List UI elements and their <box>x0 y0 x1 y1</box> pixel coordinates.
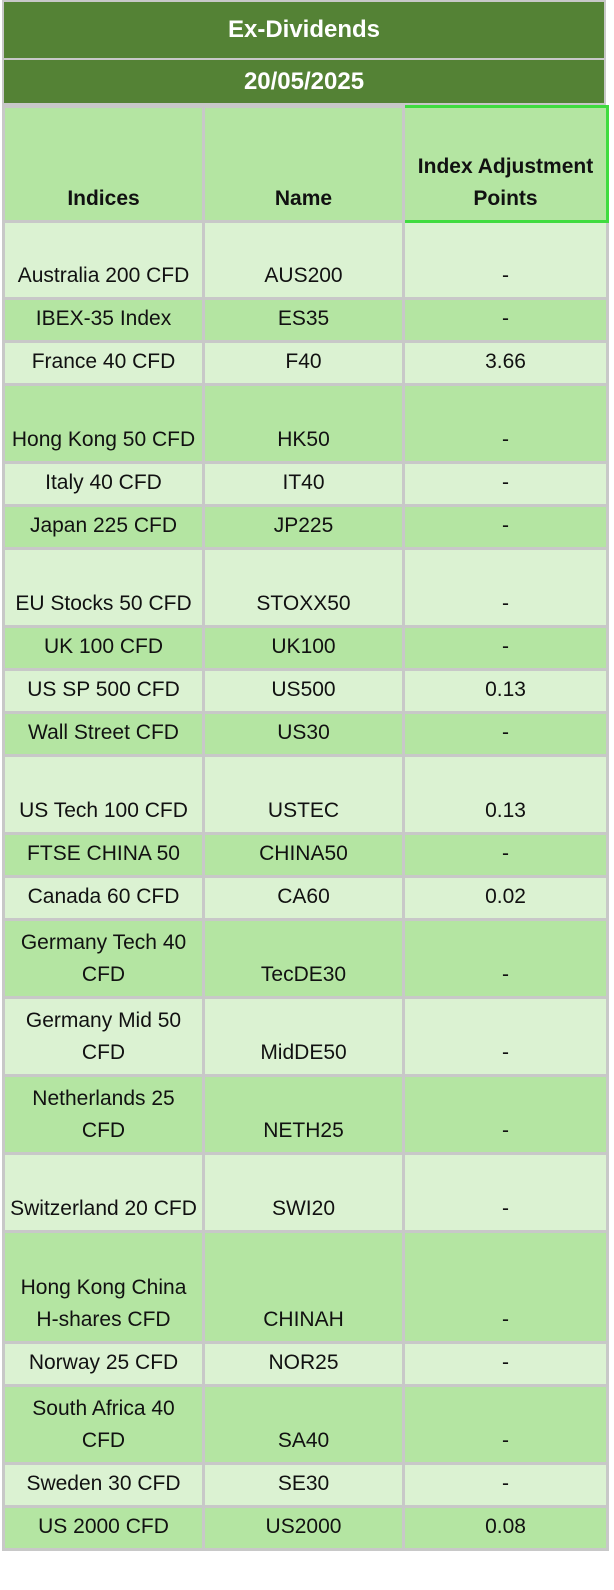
cell-index: Wall Street CFD <box>2 711 205 757</box>
cell-name: F40 <box>202 340 405 386</box>
cell-name: AUS200 <box>202 220 405 300</box>
sheet-title: Ex-Dividends <box>2 0 606 58</box>
cell-index: Netherlands 25 CFD <box>2 1074 205 1155</box>
cell-adjustment-points: - <box>402 504 609 550</box>
cell-name: US500 <box>202 668 405 714</box>
ex-dividends-table: Indices Name Index Adjustment Points Aus… <box>2 105 609 1551</box>
cell-index: Hong Kong China H-shares CFD <box>2 1230 205 1344</box>
cell-name: TecDE30 <box>202 918 405 999</box>
cell-index: US SP 500 CFD <box>2 668 205 714</box>
cell-index: Canada 60 CFD <box>2 875 205 921</box>
cell-index: Switzerland 20 CFD <box>2 1152 205 1233</box>
table-row: Norway 25 CFD NOR25- <box>2 1341 609 1387</box>
header-row: Indices Name Index Adjustment Points <box>2 105 609 223</box>
table-row: IBEX-35 Index ES35- <box>2 297 609 343</box>
cell-name: ES35 <box>202 297 405 343</box>
cell-adjustment-points: - <box>402 1074 609 1155</box>
cell-adjustment-points: - <box>402 461 609 507</box>
table-row: US 2000 CFD US2000 0.08 <box>2 1505 609 1551</box>
cell-name: US2000 <box>202 1505 405 1551</box>
table-row: France 40 CFD F40 3.66 <box>2 340 609 386</box>
cell-adjustment-points: - <box>402 918 609 999</box>
cell-adjustment-points: - <box>402 711 609 757</box>
cell-index: Germany Tech 40 CFD <box>2 918 205 999</box>
table-row: Sweden 30 CFD SE30- <box>2 1462 609 1508</box>
cell-index: US 2000 CFD <box>2 1505 205 1551</box>
cell-name: SE30 <box>202 1462 405 1508</box>
cell-name: SWI20 <box>202 1152 405 1233</box>
cell-name: IT40 <box>202 461 405 507</box>
table-row: Germany Tech 40 CFD TecDE30- <box>2 918 609 999</box>
cell-index: South Africa 40 CFD <box>2 1384 205 1465</box>
ex-dividends-sheet: Ex-Dividends 20/05/2025 Indices Name Ind… <box>2 0 609 1551</box>
cell-index: IBEX-35 Index <box>2 297 205 343</box>
cell-adjustment-points: - <box>402 297 609 343</box>
cell-index: FTSE CHINA 50 <box>2 832 205 878</box>
table-row: Hong Kong 50 CFD HK50- <box>2 383 609 464</box>
cell-adjustment-points: - <box>402 996 609 1077</box>
cell-adjustment-points: - <box>402 1384 609 1465</box>
cell-adjustment-points: - <box>402 547 609 628</box>
cell-name: MidDE50 <box>202 996 405 1077</box>
table-row: US Tech 100 CFD USTEC 0.13 <box>2 754 609 835</box>
table-row: Netherlands 25 CFD NETH25- <box>2 1074 609 1155</box>
table-row: Australia 200 CFD AUS200- <box>2 220 609 300</box>
cell-index: France 40 CFD <box>2 340 205 386</box>
cell-adjustment-points: - <box>402 1462 609 1508</box>
table-row: Hong Kong China H-shares CFD CHINAH - <box>2 1230 609 1344</box>
column-header-adjustment-points: Index Adjustment Points <box>402 105 609 223</box>
cell-index: US Tech 100 CFD <box>2 754 205 835</box>
cell-adjustment-points: 0.13 <box>402 754 609 835</box>
column-header-name: Name <box>202 105 405 223</box>
column-header-indices: Indices <box>2 105 205 223</box>
cell-name: CA60 <box>202 875 405 921</box>
cell-adjustment-points: - <box>402 625 609 671</box>
cell-adjustment-points: - <box>402 220 609 300</box>
table-row: Japan 225 CFD JP225- <box>2 504 609 550</box>
cell-name: NOR25 <box>202 1341 405 1387</box>
cell-index: Australia 200 CFD <box>2 220 205 300</box>
cell-adjustment-points: - <box>402 1230 609 1344</box>
table-row: UK 100 CFD UK100- <box>2 625 609 671</box>
table-row: EU Stocks 50 CFD STOXX50- <box>2 547 609 628</box>
cell-index: Japan 225 CFD <box>2 504 205 550</box>
table-row: Germany Mid 50 CFD MidDE50- <box>2 996 609 1077</box>
cell-name: CHINA50 <box>202 832 405 878</box>
cell-name: JP225 <box>202 504 405 550</box>
cell-index: Hong Kong 50 CFD <box>2 383 205 464</box>
cell-name: UK100 <box>202 625 405 671</box>
cell-adjustment-points: - <box>402 832 609 878</box>
cell-index: UK 100 CFD <box>2 625 205 671</box>
cell-index: Italy 40 CFD <box>2 461 205 507</box>
cell-name: SA40 <box>202 1384 405 1465</box>
table-row: Italy 40 CFD IT40- <box>2 461 609 507</box>
cell-name: USTEC <box>202 754 405 835</box>
cell-adjustment-points: 0.13 <box>402 668 609 714</box>
cell-index: Sweden 30 CFD <box>2 1462 205 1508</box>
table-row: Wall Street CFD US30- <box>2 711 609 757</box>
cell-adjustment-points: 3.66 <box>402 340 609 386</box>
cell-name: HK50 <box>202 383 405 464</box>
cell-adjustment-points: - <box>402 383 609 464</box>
cell-adjustment-points: - <box>402 1152 609 1233</box>
table-row: Switzerland 20 CFD SWI20- <box>2 1152 609 1233</box>
cell-index: EU Stocks 50 CFD <box>2 547 205 628</box>
cell-index: Norway 25 CFD <box>2 1341 205 1387</box>
cell-name: US30 <box>202 711 405 757</box>
sheet-date: 20/05/2025 <box>2 58 606 105</box>
table-row: US SP 500 CFD US500 0.13 <box>2 668 609 714</box>
table-row: South Africa 40 CFD SA40- <box>2 1384 609 1465</box>
cell-index: Germany Mid 50 CFD <box>2 996 205 1077</box>
cell-adjustment-points: 0.08 <box>402 1505 609 1551</box>
cell-name: STOXX50 <box>202 547 405 628</box>
table-row: FTSE CHINA 50 CHINA50- <box>2 832 609 878</box>
cell-adjustment-points: - <box>402 1341 609 1387</box>
cell-name: NETH25 <box>202 1074 405 1155</box>
cell-name: CHINAH <box>202 1230 405 1344</box>
table-row: Canada 60 CFD CA60 0.02 <box>2 875 609 921</box>
cell-adjustment-points: 0.02 <box>402 875 609 921</box>
